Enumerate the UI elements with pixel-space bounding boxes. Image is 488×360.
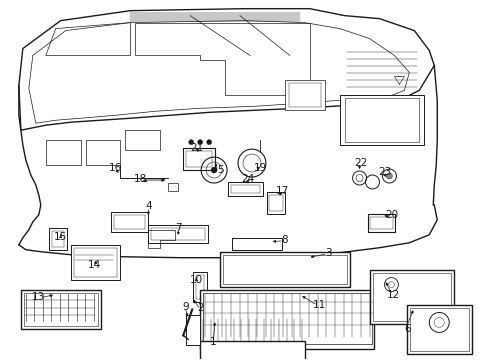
Bar xyxy=(369,270,453,324)
Text: 19: 19 xyxy=(254,163,267,173)
Text: 7: 7 xyxy=(175,223,181,233)
Bar xyxy=(46,140,81,165)
Text: 1: 1 xyxy=(209,337,216,347)
Bar xyxy=(200,341,304,360)
Bar xyxy=(196,275,203,298)
Text: 6: 6 xyxy=(403,324,410,334)
Bar xyxy=(203,293,371,345)
Bar xyxy=(21,289,101,329)
Bar xyxy=(285,80,324,110)
Bar xyxy=(71,245,120,280)
Bar xyxy=(223,255,346,284)
Text: 2: 2 xyxy=(197,302,203,312)
Bar xyxy=(52,231,63,247)
Text: 11: 11 xyxy=(312,300,325,310)
Bar xyxy=(200,289,374,349)
Bar xyxy=(344,98,419,142)
Text: 13: 13 xyxy=(32,292,45,302)
Text: 4: 4 xyxy=(145,201,151,211)
Text: 20: 20 xyxy=(384,210,397,220)
Text: 18: 18 xyxy=(134,174,147,184)
Circle shape xyxy=(188,140,193,145)
Text: 9: 9 xyxy=(182,302,188,311)
Bar xyxy=(186,151,212,167)
Text: 15: 15 xyxy=(54,232,67,242)
Text: 12: 12 xyxy=(386,289,399,300)
Bar xyxy=(49,228,66,250)
Bar xyxy=(113,215,145,229)
Bar xyxy=(230,185,260,193)
Text: 24: 24 xyxy=(241,174,254,184)
Text: 14: 14 xyxy=(88,260,101,270)
Bar xyxy=(110,212,148,232)
Circle shape xyxy=(211,167,217,173)
Text: 5: 5 xyxy=(216,165,223,175)
Text: 17: 17 xyxy=(276,186,289,196)
Circle shape xyxy=(386,173,392,179)
Bar xyxy=(125,130,160,150)
Bar xyxy=(151,228,205,240)
Bar xyxy=(220,252,349,287)
Bar xyxy=(409,307,468,351)
Text: 10: 10 xyxy=(189,275,203,285)
Bar xyxy=(372,273,450,321)
Text: 3: 3 xyxy=(325,248,331,258)
Text: 16: 16 xyxy=(109,163,122,173)
Bar xyxy=(369,217,393,229)
Bar xyxy=(193,272,207,302)
Bar xyxy=(183,148,215,170)
Bar xyxy=(407,305,471,354)
Circle shape xyxy=(206,140,211,145)
Text: 23: 23 xyxy=(377,167,390,177)
Bar xyxy=(367,214,395,232)
Text: 22: 22 xyxy=(353,158,366,168)
Text: 8: 8 xyxy=(281,235,287,245)
Bar xyxy=(186,315,200,345)
Bar xyxy=(266,192,285,214)
Bar xyxy=(24,293,98,327)
Bar xyxy=(74,248,117,276)
Bar xyxy=(148,225,208,243)
Bar xyxy=(268,195,282,211)
Bar xyxy=(339,95,424,145)
Bar xyxy=(227,182,263,196)
Bar xyxy=(168,183,178,191)
Text: 21: 21 xyxy=(190,143,203,153)
Bar xyxy=(232,238,281,250)
Circle shape xyxy=(197,140,202,145)
Bar xyxy=(288,84,320,107)
Bar xyxy=(85,140,120,165)
